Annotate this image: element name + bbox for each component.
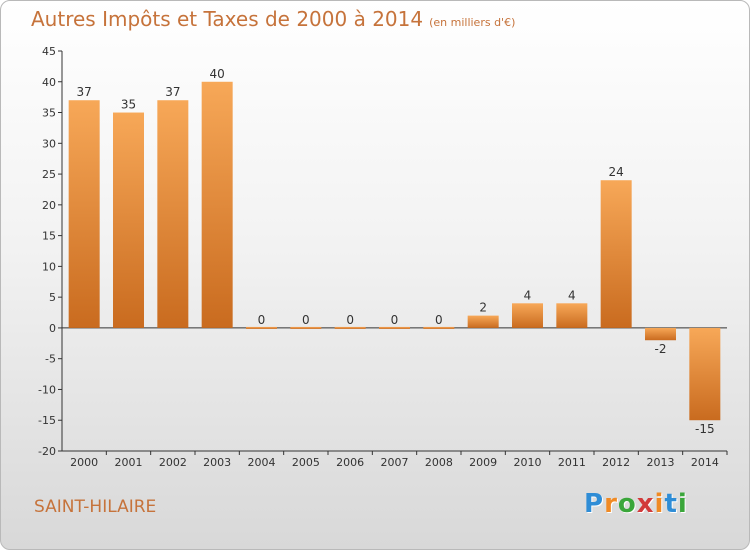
x-tick-label: 2014 — [691, 456, 719, 469]
y-tick-label: 15 — [42, 230, 56, 243]
y-tick-label: 45 — [42, 45, 56, 58]
y-tick-label: 30 — [42, 137, 56, 150]
bar — [600, 180, 632, 328]
y-tick-label: -20 — [38, 445, 56, 458]
x-tick-label: 2003 — [203, 456, 231, 469]
bar — [645, 327, 676, 341]
y-tick-label: 35 — [42, 107, 56, 120]
x-tick-label: 2002 — [159, 456, 187, 469]
x-tick-label: 2005 — [292, 456, 320, 469]
logo-letter: o — [617, 489, 637, 519]
bar — [201, 81, 233, 328]
bar — [467, 315, 499, 328]
x-tick-label: 2000 — [70, 456, 98, 469]
y-tick-label: 40 — [42, 76, 56, 89]
data-label: 40 — [210, 67, 225, 81]
x-tick-label: 2007 — [381, 456, 409, 469]
data-label: 37 — [77, 85, 92, 99]
data-label: 2 — [479, 301, 487, 315]
x-tick-label: 2012 — [602, 456, 630, 469]
bar — [379, 326, 410, 329]
data-label: 0 — [258, 313, 266, 327]
bar — [512, 303, 543, 328]
y-tick-label: 25 — [42, 168, 56, 181]
logo-letter: P — [584, 489, 605, 519]
x-tick-label: 2013 — [647, 456, 675, 469]
x-tick-label: 2006 — [336, 456, 364, 469]
x-tick-label: 2008 — [425, 456, 453, 469]
chart-title-unit: (en milliers d'€) — [429, 16, 516, 29]
logo-letter: r — [604, 489, 618, 519]
bar — [556, 303, 588, 328]
data-label: 0 — [435, 313, 443, 327]
y-tick-label: 10 — [42, 260, 56, 273]
x-tick-label: 2004 — [248, 456, 276, 469]
y-tick-label: -15 — [38, 414, 56, 427]
logo-letter: i — [654, 489, 665, 519]
data-label: 24 — [609, 165, 624, 179]
logo-letter: i — [677, 489, 688, 519]
data-label: 0 — [302, 313, 310, 327]
data-label: -15 — [695, 422, 715, 436]
y-tick-label: 20 — [42, 199, 56, 212]
x-tick-label: 2009 — [469, 456, 497, 469]
data-label: 35 — [121, 98, 136, 112]
data-label: 0 — [346, 313, 354, 327]
bar — [68, 100, 100, 328]
x-tick-label: 2011 — [558, 456, 586, 469]
y-tick-label: 5 — [49, 291, 56, 304]
y-tick-label: -10 — [38, 383, 56, 396]
commune-name: SAINT-HILAIRE — [34, 497, 157, 517]
bar — [334, 326, 366, 329]
data-label: 4 — [568, 288, 576, 302]
bar — [423, 326, 455, 329]
data-label: 37 — [165, 85, 180, 99]
bar — [689, 327, 721, 421]
bar — [157, 100, 189, 328]
chart-title: Autres Impôts et Taxes de 2000 à 2014 (en… — [31, 7, 515, 31]
bar — [246, 326, 277, 329]
data-label: -2 — [655, 342, 667, 356]
y-tick-label: -5 — [45, 353, 56, 366]
logo-letter: t — [664, 489, 678, 519]
chart-title-main: Autres Impôts et Taxes de 2000 à 2014 — [31, 7, 424, 31]
logo-letter: x — [636, 489, 655, 519]
bar — [113, 112, 144, 328]
x-tick-label: 2010 — [514, 456, 542, 469]
proxiti-logo: Proxiti — [584, 489, 688, 519]
bar — [290, 326, 322, 329]
y-tick-label: 0 — [49, 322, 56, 335]
data-label: 4 — [524, 288, 532, 302]
x-tick-label: 2001 — [115, 456, 143, 469]
data-label: 0 — [391, 313, 399, 327]
